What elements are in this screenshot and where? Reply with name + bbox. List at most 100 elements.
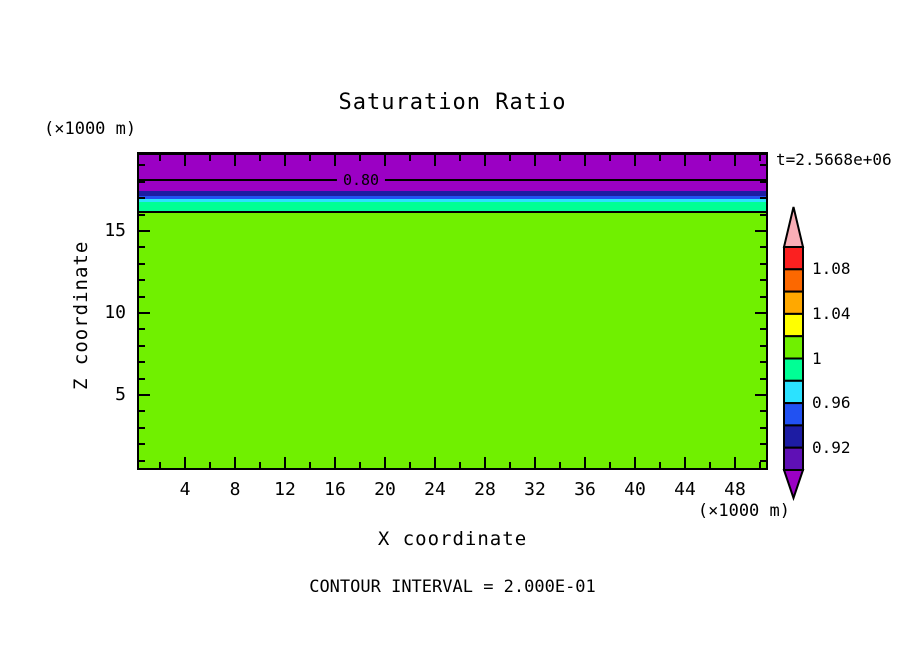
x-tick (384, 457, 386, 468)
band-0 (139, 155, 766, 191)
x-tick (434, 155, 436, 166)
y-tick (139, 328, 145, 330)
x-tick (159, 155, 161, 161)
colorbar-tick-label: 1 (812, 349, 822, 368)
colorbar-tick-label: 0.96 (812, 393, 851, 412)
y-tick (139, 263, 145, 265)
x-tick (684, 155, 686, 166)
y-tick (755, 312, 766, 314)
x-tick-label: 40 (624, 479, 646, 500)
x-tick (709, 462, 711, 468)
x-tick (559, 462, 561, 468)
contour-label-0.8: 0.80 (336, 171, 386, 189)
contour-line-0.8 (139, 179, 766, 181)
x-tick (359, 155, 361, 161)
colorbar-tick-label: 0.92 (812, 438, 851, 457)
x-tick (584, 457, 586, 468)
y-tick (139, 394, 150, 396)
y-tick (139, 214, 145, 216)
x-tick (309, 462, 311, 468)
y-tick (760, 328, 766, 330)
y-tick (760, 345, 766, 347)
y-tick (139, 164, 145, 166)
plot-area: 0.80 (137, 152, 768, 470)
y-tick (760, 164, 766, 166)
x-tick (309, 155, 311, 161)
x-tick (584, 155, 586, 166)
x-tick (409, 462, 411, 468)
x-tick-label: 4 (179, 479, 191, 500)
x-tick (634, 155, 636, 166)
y-tick (139, 279, 145, 281)
x-tick (409, 155, 411, 161)
y-tick-label: 10 (104, 302, 126, 323)
x-tick (534, 457, 536, 468)
y-tick (760, 263, 766, 265)
x-tick-label: 16 (324, 479, 346, 500)
x-axis-label: X coordinate (377, 528, 528, 550)
x-tick (484, 457, 486, 468)
x-tick (184, 457, 186, 468)
x-tick (759, 155, 761, 161)
y-tick (760, 361, 766, 363)
contour-line-1 (139, 211, 766, 213)
y-tick (139, 460, 145, 462)
x-tick (509, 155, 511, 161)
x-axis-unit-label: (×1000 m) (697, 501, 790, 521)
x-tick (384, 155, 386, 166)
x-tick (659, 462, 661, 468)
x-tick (684, 457, 686, 468)
x-tick (159, 462, 161, 468)
y-tick (139, 296, 145, 298)
y-axis-unit-label: (×1000 m) (44, 119, 137, 139)
y-tick (139, 427, 145, 429)
y-tick (760, 410, 766, 412)
colorbar-tick-label: 1.08 (812, 259, 851, 278)
y-tick-label: 5 (115, 384, 126, 405)
x-tick (434, 457, 436, 468)
band-5 (139, 211, 766, 468)
x-tick-label: 8 (229, 479, 241, 500)
x-tick (459, 462, 461, 468)
x-tick (209, 155, 211, 161)
contour-interval-note: CONTOUR INTERVAL = 2.000E-01 (309, 577, 596, 597)
x-tick (259, 462, 261, 468)
y-tick (760, 279, 766, 281)
x-tick-label: 36 (574, 479, 596, 500)
x-tick (334, 155, 336, 166)
y-tick (760, 443, 766, 445)
x-tick (234, 457, 236, 468)
band-4 (139, 202, 766, 211)
x-tick (284, 457, 286, 468)
x-tick (459, 155, 461, 161)
y-tick (760, 214, 766, 216)
y-tick (760, 197, 766, 199)
x-tick (534, 155, 536, 166)
y-tick (139, 410, 145, 412)
x-tick (609, 155, 611, 161)
band-3 (139, 199, 766, 202)
y-tick (139, 181, 145, 183)
x-tick (359, 462, 361, 468)
x-tick (609, 462, 611, 468)
x-tick (559, 155, 561, 161)
y-tick (760, 378, 766, 380)
x-tick (509, 462, 511, 468)
x-tick (184, 155, 186, 166)
x-tick-label: 48 (724, 479, 746, 500)
y-tick (139, 345, 145, 347)
x-tick-label: 20 (374, 479, 396, 500)
y-tick (139, 443, 145, 445)
x-tick (734, 457, 736, 468)
y-tick (139, 197, 145, 199)
y-tick (139, 312, 150, 314)
x-tick (259, 155, 261, 161)
y-tick (755, 394, 766, 396)
colorbar-tick-label: 1.04 (812, 304, 851, 323)
x-tick (234, 155, 236, 166)
x-tick (284, 155, 286, 166)
x-tick (334, 457, 336, 468)
x-tick (634, 457, 636, 468)
y-tick (139, 230, 150, 232)
x-tick-label: 32 (524, 479, 546, 500)
